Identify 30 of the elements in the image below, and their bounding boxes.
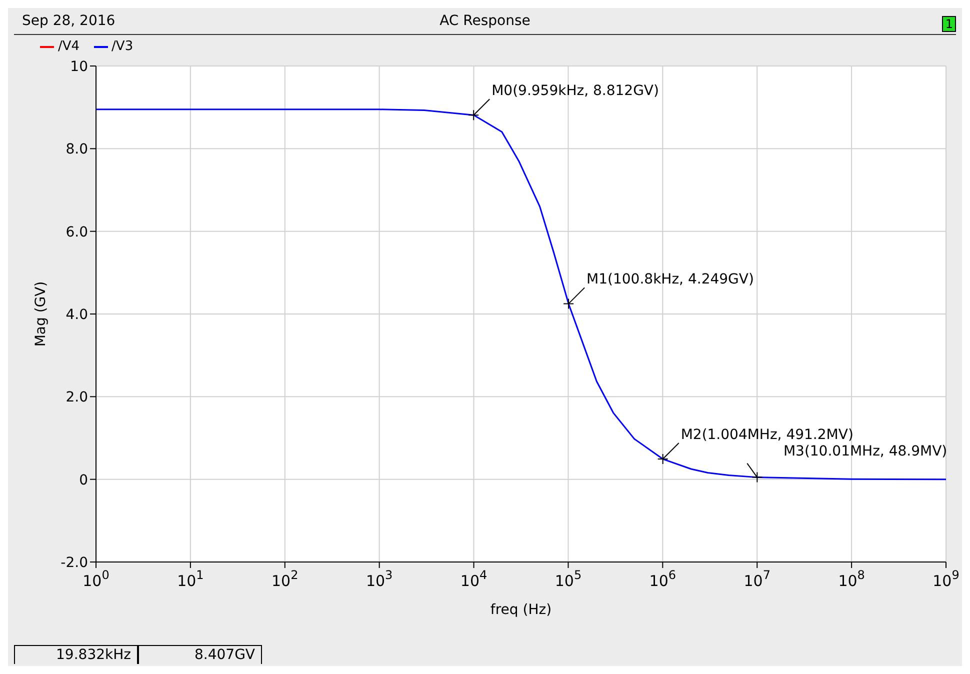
text: 19.832kHz (14, 645, 138, 664)
y-axis-title: Mag (GV) (32, 281, 49, 347)
chart-title: AC Response (440, 13, 530, 29)
y-tick-label: 8.0 (66, 142, 88, 158)
x-tick-label: 10$^{1}$ (177, 568, 204, 590)
annotation: M0(9.959kHz, 8.812GV) (492, 83, 659, 100)
x-tick-label: 10$^{5}$ (554, 568, 582, 590)
x-tick-label: 10$^{3}$ (366, 568, 393, 590)
y-tick-label: 10 (70, 58, 88, 75)
annotation: M3(10.01MHz, 48.9MV) (783, 443, 948, 460)
legend-label: /V4 (57, 39, 80, 54)
y-tick-label: -2.0 (60, 554, 88, 571)
legend-label: /V3 (110, 39, 134, 54)
x-tick-label: 10$^{4}$ (460, 568, 488, 590)
annotation: M2(1.004MHz, 491.2MV) (680, 427, 854, 444)
text: Sep 28, 2016 (22, 13, 116, 29)
y-tick-label: 0 (79, 472, 88, 488)
text: 8.407GV (138, 645, 262, 664)
y-tick-label: 4.0 (66, 306, 88, 323)
x-axis-title: freq (Hz) (490, 602, 552, 618)
x-tick-label: 10$^{7}$ (744, 568, 770, 590)
x-tick-label: 10$^{6}$ (649, 568, 676, 590)
x-tick-label: 10$^{9}$ (932, 568, 960, 590)
y-tick-label: 2.0 (66, 390, 88, 406)
y-tick-label: 6.0 (66, 224, 88, 240)
x-tick-label: 10$^{8}$ (838, 568, 865, 590)
text: 1 (942, 16, 956, 32)
x-tick-label: 10$^{2}$ (272, 568, 298, 590)
x-tick-label: 10$^{0}$ (82, 568, 110, 590)
annotation: M1(100.8kHz, 4.249GV) (586, 272, 754, 288)
